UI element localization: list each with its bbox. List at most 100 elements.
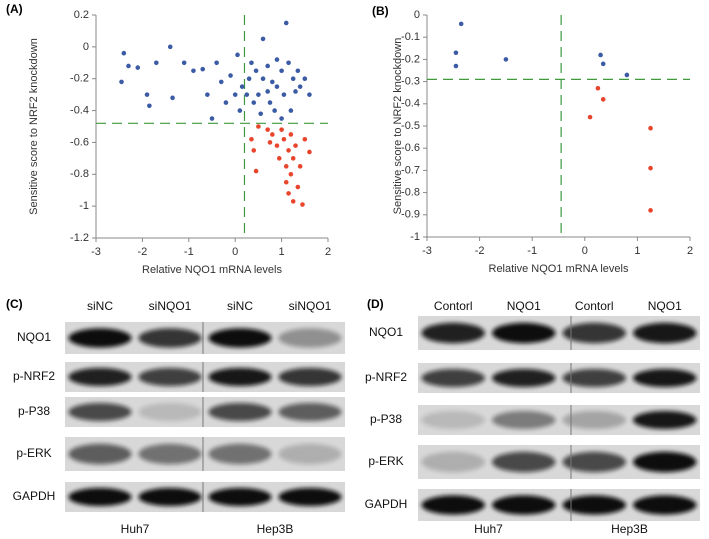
panel-label: (D) [367, 297, 384, 311]
point [235, 52, 240, 58]
point [274, 84, 280, 89]
band [138, 368, 202, 386]
point [503, 57, 509, 62]
row-label: p-P38 [18, 404, 50, 418]
band [492, 495, 556, 515]
point [290, 199, 296, 204]
point [595, 85, 601, 91]
band [562, 369, 626, 387]
point [295, 68, 301, 74]
point [167, 44, 173, 50]
band [421, 369, 485, 387]
y-tick-label: -1 [79, 200, 89, 212]
x-tick-label: 2 [687, 245, 693, 257]
point [453, 63, 459, 69]
point [205, 92, 210, 97]
band [208, 403, 272, 421]
point [228, 73, 233, 78]
x-tick-label: -2 [475, 245, 485, 257]
x-tick-label: -2 [138, 246, 148, 258]
point [648, 165, 653, 171]
x-tick-label: 2 [325, 246, 331, 258]
lane-label: NQO1 [507, 299, 541, 313]
panel-label: (A) [6, 2, 23, 16]
blot-strip [65, 322, 345, 354]
point [253, 168, 259, 174]
group-label: Huh7 [474, 522, 503, 536]
point [265, 63, 270, 69]
row-label: p-ERK [368, 454, 403, 468]
point [272, 108, 277, 113]
point [200, 66, 206, 72]
x-tick-label: -1 [527, 245, 537, 257]
band [208, 328, 272, 348]
x-tick-label: -3 [422, 245, 432, 257]
lane-label: Contorl [575, 299, 614, 313]
band [421, 411, 485, 429]
point [260, 76, 266, 82]
point [453, 50, 459, 56]
row-label: p-NRF2 [13, 369, 55, 383]
point [267, 100, 273, 105]
point [598, 52, 603, 58]
band [278, 368, 342, 386]
point [288, 108, 294, 113]
y-tick-label: -1.2 [70, 232, 89, 244]
x-tick-label: 1 [279, 246, 285, 258]
point [144, 92, 150, 97]
band [562, 411, 626, 429]
y-tick-label: -0.1 [401, 31, 420, 43]
y-tick-label: -0.8 [70, 168, 89, 180]
point [209, 116, 215, 121]
row-label: p-P38 [370, 412, 402, 426]
band [68, 488, 132, 506]
point [244, 92, 250, 97]
point [126, 63, 131, 69]
point [600, 61, 606, 67]
point [249, 60, 254, 66]
point [256, 92, 261, 97]
band [208, 368, 272, 386]
x-tick-label: -3 [91, 246, 101, 258]
point [648, 208, 653, 213]
group-label: Huh7 [121, 522, 150, 536]
point [147, 103, 152, 109]
blot-strip [418, 489, 700, 521]
y-tick-label: -0.4 [70, 104, 89, 116]
point [253, 68, 259, 74]
band [278, 328, 342, 348]
point [251, 148, 257, 153]
point [276, 156, 282, 161]
point [279, 68, 284, 74]
point [265, 127, 270, 132]
lane-label: Contorl [434, 299, 473, 313]
band [138, 328, 202, 348]
point [267, 140, 273, 145]
y-axis-label: Sensitive score to NRF2 knockdown [28, 38, 40, 215]
blot-strip [65, 362, 345, 392]
point [154, 60, 159, 66]
point [293, 143, 298, 148]
band [633, 369, 697, 387]
band [138, 488, 202, 506]
y-tick-label: -0.6 [401, 142, 420, 154]
x-tick-label: -1 [184, 246, 194, 258]
band [68, 443, 132, 465]
point [270, 79, 275, 85]
band [633, 322, 697, 344]
point [307, 92, 312, 97]
point [232, 92, 238, 97]
blot-strip [65, 437, 345, 471]
lane-label: siNQO1 [149, 299, 192, 313]
band [138, 443, 202, 465]
y-tick-label: 0.2 [74, 9, 89, 21]
point [307, 149, 312, 155]
band [278, 443, 342, 465]
point [135, 65, 141, 70]
band [492, 322, 556, 344]
blot-strip [418, 363, 700, 393]
point [274, 143, 280, 148]
point [587, 114, 593, 120]
point [302, 76, 308, 82]
